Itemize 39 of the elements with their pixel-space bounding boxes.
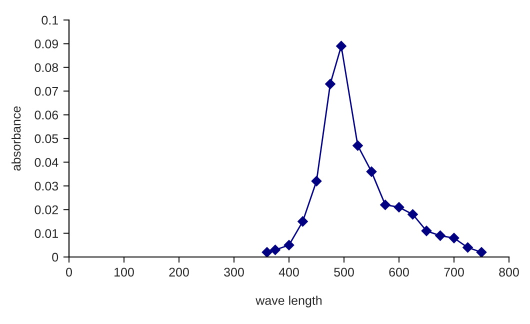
y-tick-label: 0.06 — [34, 110, 58, 120]
y-tick-label: 0.04 — [34, 158, 58, 167]
point — [352, 140, 363, 151]
y-tick-label: 0.1 — [42, 16, 58, 25]
x-tick-label: 700 — [444, 268, 464, 277]
x-tick-label: 600 — [389, 268, 409, 277]
point — [421, 226, 432, 236]
point — [394, 202, 404, 212]
x-tick-label: 500 — [334, 268, 354, 277]
point — [448, 232, 460, 244]
y-tick-label: 0.03 — [34, 182, 58, 191]
y-tick-label: 0 — [52, 252, 58, 262]
point — [435, 230, 446, 241]
point — [380, 200, 390, 210]
point — [476, 247, 487, 257]
x-tick-label: 400 — [278, 268, 299, 277]
x-tick-label: 200 — [169, 268, 189, 277]
x-tick-label: 800 — [499, 268, 519, 277]
x-axis-title: wave length — [256, 296, 322, 308]
point — [262, 247, 272, 257]
point — [284, 240, 294, 250]
point — [325, 78, 336, 90]
y-tick-label: 0.07 — [34, 86, 58, 96]
point — [462, 242, 473, 253]
y-tick-label: 0.05 — [34, 134, 58, 144]
y-tick-label: 0.01 — [34, 229, 58, 238]
y-tick-label: 0.08 — [34, 63, 58, 72]
point — [311, 176, 322, 186]
y-tick-label: 0.09 — [34, 40, 58, 48]
point — [408, 209, 418, 220]
x-tick-label: 100 — [114, 268, 134, 277]
x-tick-label: 300 — [224, 268, 244, 277]
y-tick-label: 0.02 — [34, 205, 58, 214]
x-tick-label: 0 — [66, 268, 72, 277]
y-axis-title: absorbance — [11, 106, 21, 171]
point — [298, 216, 308, 227]
point — [270, 244, 280, 256]
point — [336, 40, 346, 52]
point — [366, 166, 377, 177]
